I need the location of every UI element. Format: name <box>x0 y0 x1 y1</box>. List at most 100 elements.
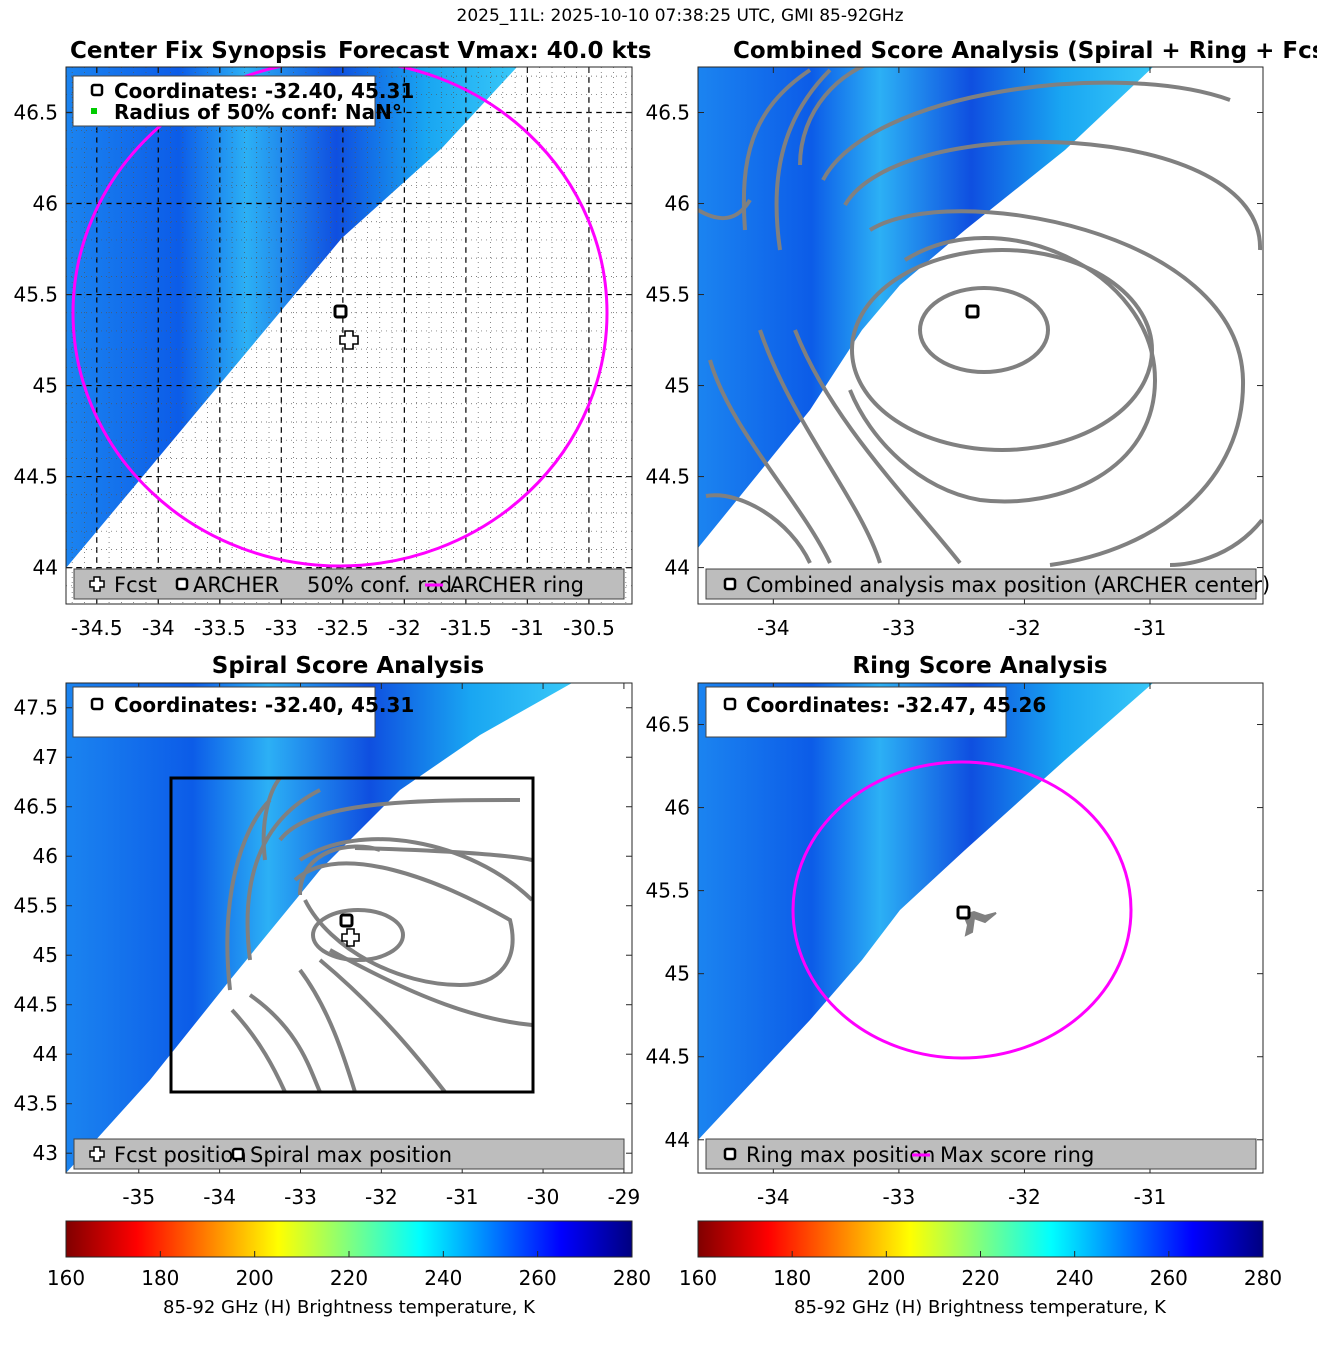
combined-panel: Combined Score Analysis (Spiral + Ring +… <box>645 38 1317 640</box>
figure-suptitle: 2025_11L: 2025-10-10 07:38:25 UTC, GMI 8… <box>457 6 904 26</box>
spiral-info-box <box>72 686 376 738</box>
legend-combined-icon <box>723 577 737 591</box>
colorbar-tick-label: 240 <box>424 1266 462 1290</box>
legend-fcst-icon <box>89 576 105 592</box>
combined-swath <box>698 67 1153 548</box>
colorbar-left-ticks: 160 180 200 220 240 260 280 <box>47 1251 651 1290</box>
center-fix-archer-ring <box>71 67 609 568</box>
colorbar-tick-label: 200 <box>236 1266 274 1290</box>
y-tick-label: 45.5 <box>645 879 690 903</box>
combined-ticks: -34 -33 -32 -31 44 44.5 45 45.5 46 46.5 <box>645 67 1263 640</box>
x-tick-label: -34 <box>142 616 175 640</box>
x-tick-label: -31 <box>1134 616 1167 640</box>
spiral-panel: Spiral Score Analysis -35 -3 <box>13 653 640 1209</box>
y-tick-label: 44 <box>33 1042 58 1066</box>
ring-legend <box>705 1138 1257 1170</box>
combined-title: Combined Score Analysis (Spiral + Ring +… <box>733 38 1317 64</box>
info-conf-icon <box>91 108 97 114</box>
y-tick-label: 43 <box>33 1141 58 1165</box>
y-tick-label: 47 <box>33 745 58 769</box>
x-tick-label: -31 <box>1134 1185 1167 1209</box>
center-fix-archer-marker <box>333 304 348 319</box>
combined-axes-box <box>697 66 1264 605</box>
colorbar-right-ticks: 160 180 200 220 240 260 280 <box>679 1251 1282 1290</box>
ring-swath <box>698 683 1153 1140</box>
x-tick-label: -32 <box>388 616 421 640</box>
colorbar-tick-label: 240 <box>1056 1266 1094 1290</box>
ring-max-marker <box>956 905 971 920</box>
colorbar-right: 160 180 200 220 240 260 280 85-92 GHz (H) Brig… <box>679 1220 1282 1318</box>
center-fix-vmax-title: Forecast Vmax: 40.0 kts <box>338 38 651 64</box>
y-tick-label: 46.5 <box>13 101 58 125</box>
x-tick-label: -33.5 <box>194 616 246 640</box>
y-tick-label: 44.5 <box>13 993 58 1017</box>
legend-spiral-max-icon <box>231 1147 245 1161</box>
y-tick-label: 44 <box>33 556 58 580</box>
x-tick-label: -31 <box>511 616 544 640</box>
combined-legend <box>705 568 1257 600</box>
ring-info-icon <box>723 697 737 711</box>
info-archer-icon <box>90 83 104 97</box>
legend-spiral-max-label: Spiral max position <box>250 1143 452 1167</box>
legend-archer-icon <box>175 577 189 591</box>
colorbar-tick-label: 220 <box>330 1266 368 1290</box>
ring-score-trace <box>962 910 997 937</box>
y-tick-label: 44 <box>665 556 690 580</box>
center-fix-panel: Center Fix Synopsis Forecast Vmax: 40.0 … <box>13 38 651 640</box>
center-fix-coordinates: Coordinates: -32.40, 45.31 <box>114 79 414 103</box>
spiral-search-box <box>169 776 535 1094</box>
colorbar-left: 160 180 200 220 240 260 280 85-92 GHz (H) Brig… <box>47 1220 651 1318</box>
x-tick-label: -30 <box>527 1185 560 1209</box>
y-tick-label: 46.5 <box>645 101 690 125</box>
y-tick-label: 46 <box>665 192 690 216</box>
ring-axes-box <box>697 682 1264 1174</box>
ring-panel: Ring Score Analysis -34 -33 -32 -31 44 44.5 45… <box>645 653 1264 1209</box>
colorbar-tick-label: 280 <box>613 1266 651 1290</box>
colorbar-tick-label: 280 <box>1244 1266 1282 1290</box>
colorbar-tick-label: 260 <box>1150 1266 1188 1290</box>
center-fix-fcst-marker <box>339 330 359 350</box>
colorbar-tick-label: 220 <box>961 1266 999 1290</box>
legend-fcst-position-label: Fcst position <box>114 1143 247 1167</box>
center-fix-info-box <box>72 75 376 127</box>
y-tick-label: 46.5 <box>13 795 58 819</box>
legend-ring-max-label: Ring max position <box>746 1143 935 1167</box>
y-tick-label: 45.5 <box>13 894 58 918</box>
legend-ring-max-icon <box>723 1147 737 1161</box>
spiral-coordinates: Coordinates: -32.40, 45.31 <box>114 693 414 717</box>
y-tick-label: 44 <box>665 1128 690 1152</box>
x-tick-label: -34 <box>203 1185 236 1209</box>
y-tick-label: 45.5 <box>645 283 690 307</box>
center-fix-legend <box>73 568 625 600</box>
y-tick-label: 44.5 <box>645 1045 690 1069</box>
x-tick-label: -34 <box>757 1185 790 1209</box>
spiral-fcst-marker <box>341 928 360 947</box>
y-tick-label: 45 <box>33 374 58 398</box>
colorbar-tick-label: 160 <box>47 1266 85 1290</box>
spiral-info-icon <box>90 697 104 711</box>
y-tick-label: 45 <box>665 962 690 986</box>
ring-coordinates: Coordinates: -32.47, 45.26 <box>746 693 1046 717</box>
colorbar-tick-label: 260 <box>519 1266 557 1290</box>
x-tick-label: -32 <box>365 1185 398 1209</box>
legend-fcst-label: Fcst <box>114 573 157 597</box>
y-tick-label: 44.5 <box>13 465 58 489</box>
y-tick-label: 44.5 <box>645 465 690 489</box>
x-tick-label: -31.5 <box>440 616 492 640</box>
legend-ring-label: ARCHER ring <box>450 573 584 597</box>
y-tick-label: 47.5 <box>13 696 58 720</box>
spiral-axes-box <box>65 682 633 1174</box>
legend-combined-label: Combined analysis max position (ARCHER c… <box>746 573 1270 597</box>
spiral-legend <box>73 1138 625 1170</box>
spiral-title: Spiral Score Analysis <box>212 653 484 679</box>
combined-contours <box>698 67 1263 567</box>
x-tick-label: -34.5 <box>71 616 123 640</box>
colorbar-tick-label: 180 <box>773 1266 811 1290</box>
x-tick-label: -32 <box>1008 616 1041 640</box>
y-tick-label: 46.5 <box>645 713 690 737</box>
y-tick-label: 45 <box>665 374 690 398</box>
legend-fcst-position-icon <box>89 1146 105 1162</box>
colorbar-tick-label: 180 <box>141 1266 179 1290</box>
x-tick-label: -29 <box>608 1185 641 1209</box>
x-tick-label: -33 <box>284 1185 317 1209</box>
